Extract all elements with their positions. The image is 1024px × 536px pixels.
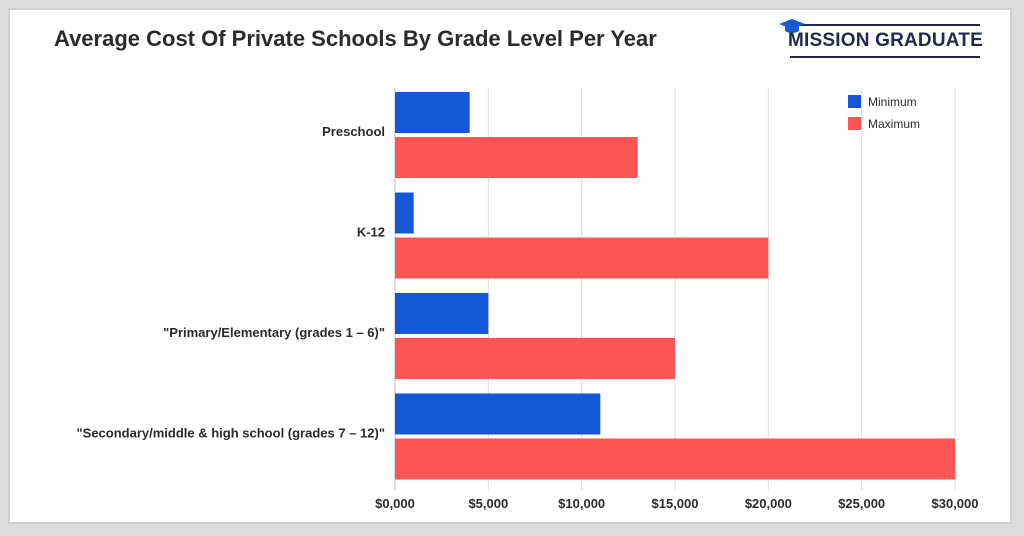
legend-swatch: [848, 117, 861, 130]
legend-swatch: [848, 95, 861, 108]
category-label: "Secondary/middle & high school (grades …: [76, 426, 385, 441]
chart-title: Average Cost Of Private Schools By Grade…: [54, 26, 657, 51]
logo-top-rule: [794, 24, 980, 26]
maximum-bar: [395, 338, 675, 379]
minimum-bar: [395, 293, 489, 334]
legend-label: Maximum: [868, 117, 920, 131]
x-tick-label: $20,000: [745, 496, 792, 511]
graduation-cap-icon: [779, 19, 805, 33]
logo-text: MISSION GRADUATE: [788, 30, 983, 51]
minimum-bar: [395, 192, 414, 234]
category-label: K-12: [357, 225, 385, 240]
category-label: "Primary/Elementary (grades 1 – 6)": [163, 325, 385, 340]
x-tick-label: $15,000: [652, 496, 699, 511]
logo-bottom-rule: [790, 56, 980, 58]
maximum-bar: [395, 137, 638, 178]
minimum-bar: [395, 393, 601, 435]
mission-graduate-logo: MISSION GRADUATE: [770, 18, 983, 62]
x-tick-label: $30,000: [932, 496, 979, 511]
category-label: Preschool: [322, 124, 385, 139]
maximum-bar: [395, 237, 769, 279]
x-tick-label: $25,000: [838, 496, 885, 511]
x-tick-label: $5,000: [468, 496, 508, 511]
x-tick-label: $10,000: [558, 496, 605, 511]
x-tick-label: $0,000: [375, 496, 415, 511]
minimum-bar: [395, 92, 470, 133]
maximum-bar: [395, 438, 955, 480]
legend-label: Minimum: [868, 95, 917, 109]
